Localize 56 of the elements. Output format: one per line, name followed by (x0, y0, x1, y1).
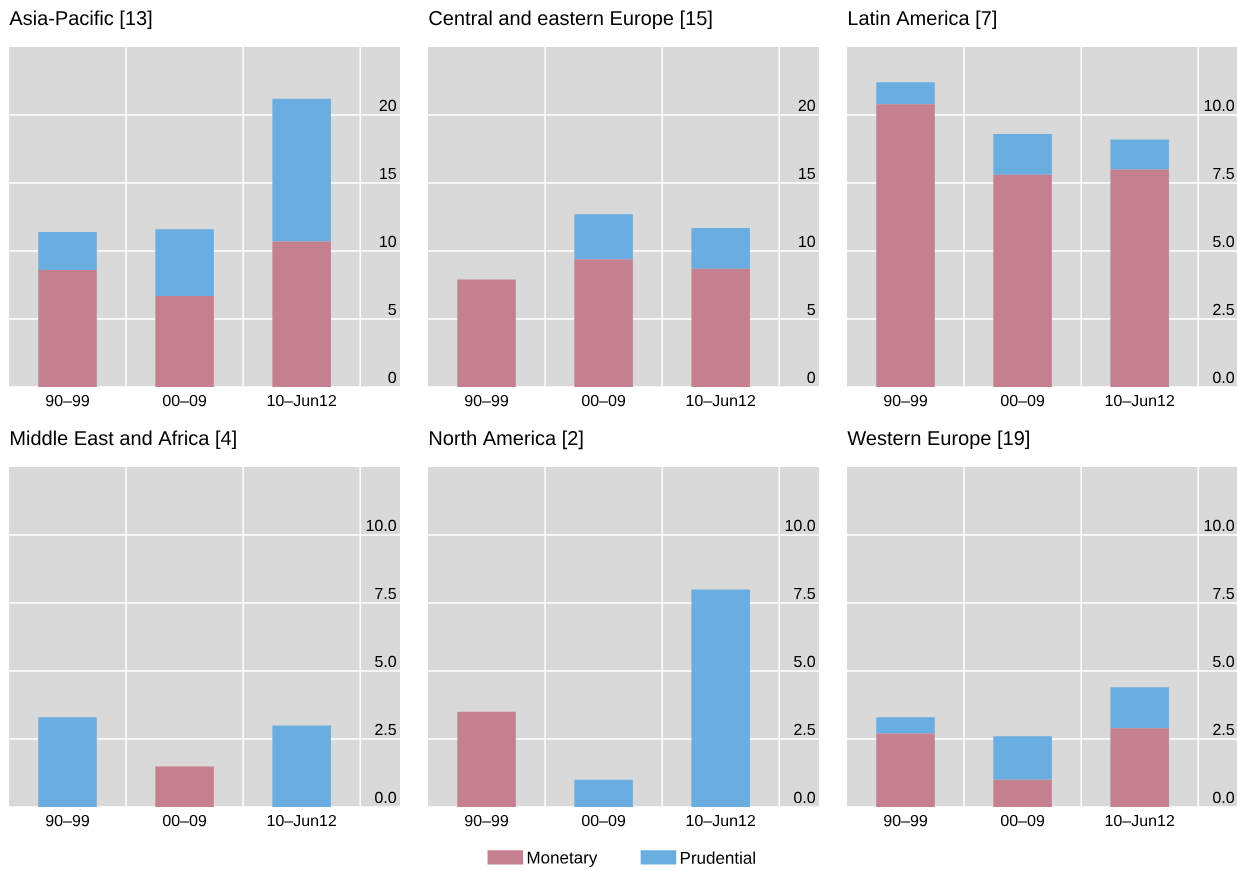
x-tick-label: 10–Jun12 (1105, 814, 1175, 827)
x-tick-label: 00–09 (162, 814, 207, 827)
chart-title: Western Europe [19] (847, 430, 1029, 450)
y-tick-label: 5 (807, 303, 816, 316)
y-tick-label: 0 (388, 371, 397, 384)
y-tick-label: 15 (799, 167, 816, 180)
y-tick-label: 10 (380, 235, 397, 248)
y-tick-label: 2.5 (1213, 303, 1235, 316)
y-tick-label: 0.0 (375, 791, 397, 804)
chart-title: Central and eastern Europe [15] (429, 10, 712, 30)
y-tick-label: 0.0 (794, 791, 816, 804)
y-tick-label: 20 (379, 99, 397, 112)
chart-title: Middle East and Africa [4] (10, 430, 236, 450)
chart-title: Asia-Pacific [13] (9, 10, 152, 30)
x-tick-label: 90–99 (884, 814, 928, 827)
y-tick-label: 0 (807, 371, 816, 384)
x-tick-label: 00–09 (1000, 394, 1045, 407)
y-tick-label: 2.5 (375, 723, 397, 736)
x-tick-label: 10–Jun12 (686, 814, 755, 827)
y-tick-label: 5.0 (794, 655, 816, 668)
y-tick-label: 5.0 (1213, 655, 1235, 668)
x-tick-label: 10–Jun12 (686, 394, 755, 407)
x-tick-label: 90–99 (465, 394, 508, 407)
legend-label: Prudential (680, 851, 755, 864)
x-tick-label: 00–09 (581, 814, 626, 827)
y-tick-label: 7.5 (1213, 167, 1235, 180)
x-tick-label: 90–99 (46, 814, 89, 827)
y-tick-label: 0.0 (1213, 371, 1235, 384)
y-tick-label: 10.0 (1204, 519, 1235, 532)
y-tick-label: 5.0 (1213, 235, 1235, 248)
chart-title: North America [2] (429, 430, 583, 450)
x-tick-label: 00–09 (581, 394, 626, 407)
y-tick-label: 10.0 (785, 519, 816, 532)
x-tick-label: 00–09 (162, 394, 207, 407)
chart-title: Latin America [7] (848, 10, 996, 30)
x-tick-label: 90–99 (46, 394, 89, 407)
x-tick-label: 00–09 (1000, 814, 1045, 827)
y-tick-label: 2.5 (1213, 723, 1235, 736)
y-tick-label: 10 (799, 235, 816, 248)
y-tick-label: 2.5 (794, 723, 816, 736)
y-tick-label: 7.5 (375, 587, 397, 600)
y-tick-label: 5 (388, 303, 396, 316)
x-tick-label: 90–99 (465, 814, 508, 827)
x-tick-label: 10–Jun12 (267, 394, 336, 407)
legend-label: Monetary (527, 851, 598, 867)
y-tick-label: 5.0 (375, 655, 397, 668)
y-tick-label: 10.0 (1204, 99, 1235, 112)
y-tick-label: 15 (380, 167, 396, 180)
y-tick-label: 7.5 (794, 587, 816, 600)
y-tick-label: 0.0 (1213, 791, 1235, 804)
y-tick-label: 7.5 (1213, 587, 1235, 600)
x-tick-label: 90–99 (884, 394, 928, 407)
y-tick-label: 20 (798, 99, 816, 112)
x-tick-label: 10–Jun12 (267, 814, 336, 827)
y-tick-label: 10.0 (366, 519, 397, 532)
x-tick-label: 10–Jun12 (1105, 394, 1175, 407)
